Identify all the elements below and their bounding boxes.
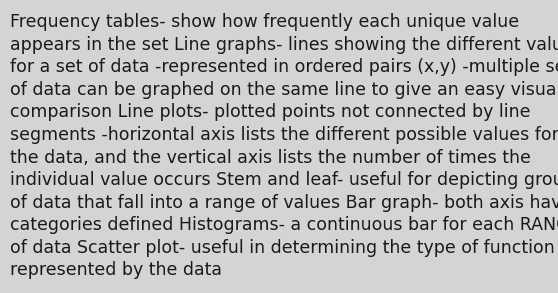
Text: Frequency tables- show how frequently each unique value: Frequency tables- show how frequently ea… [10,13,519,31]
Text: individual value occurs Stem and leaf- useful for depicting groups: individual value occurs Stem and leaf- u… [10,171,558,189]
Text: represented by the data: represented by the data [10,261,222,279]
Text: segments -horizontal axis lists the different possible values for: segments -horizontal axis lists the diff… [10,126,558,144]
Text: of data that fall into a range of values Bar graph- both axis have: of data that fall into a range of values… [10,194,558,212]
Text: comparison Line plots- plotted points not connected by line: comparison Line plots- plotted points no… [10,103,531,121]
Text: of data Scatter plot- useful in determining the type of function: of data Scatter plot- useful in determin… [10,239,555,257]
Text: of data can be graphed on the same line to give an easy visual: of data can be graphed on the same line … [10,81,558,99]
Text: for a set of data -represented in ordered pairs (x,y) -multiple sets: for a set of data -represented in ordere… [10,58,558,76]
Text: the data, and the vertical axis lists the number of times the: the data, and the vertical axis lists th… [10,149,531,166]
Text: appears in the set Line graphs- lines showing the different values: appears in the set Line graphs- lines sh… [10,36,558,54]
Text: categories defined Histograms- a continuous bar for each RANGE: categories defined Histograms- a continu… [10,216,558,234]
